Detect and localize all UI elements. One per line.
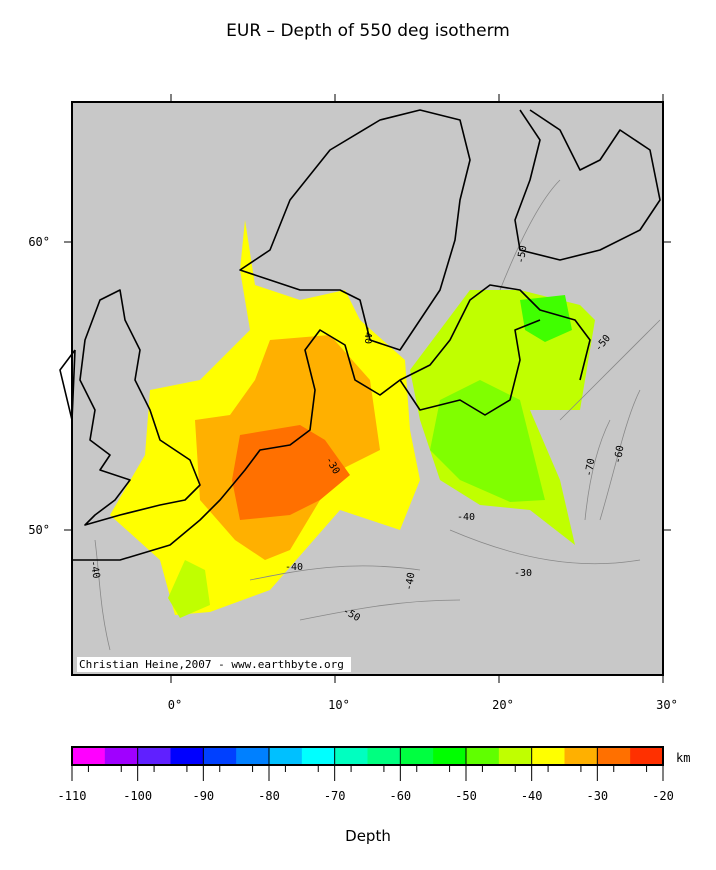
lat-tick-label: 50° — [28, 523, 50, 537]
color-bin — [170, 747, 204, 765]
color-bin — [236, 747, 270, 765]
color-bin — [564, 747, 598, 765]
lon-tick-label: 20° — [492, 698, 514, 712]
region-green — [430, 380, 545, 502]
map: Christian Heine,2007 - www.earthbyte.org — [59, 101, 664, 676]
colorbar-tick-label: -50 — [455, 789, 477, 803]
colorbar-tick-label: -30 — [586, 789, 608, 803]
contour-line — [249, 565, 421, 581]
depth-field — [110, 220, 595, 618]
colorbar-tick-label: -70 — [324, 789, 346, 803]
color-bin — [367, 747, 401, 765]
color-bin — [400, 747, 434, 765]
contour-line — [449, 529, 641, 565]
contour-label: -60 — [613, 445, 627, 465]
coast-uk — [79, 289, 201, 526]
credit-box — [77, 657, 351, 672]
contour-label: -40 — [362, 326, 373, 344]
colorbar-tick-label: -100 — [123, 789, 152, 803]
color-bin — [630, 747, 664, 765]
color-bin — [498, 747, 533, 765]
contour-label: -40 — [87, 560, 101, 580]
contour-line — [559, 319, 661, 421]
credit: Christian Heine,2007 - www.earthbyte.org — [79, 658, 344, 671]
region-dark-orange — [232, 425, 350, 520]
coast-baltic — [399, 319, 541, 416]
coast-finland — [514, 109, 661, 261]
lon-tick-label: 0° — [168, 698, 182, 712]
title: EUR – Depth of 550 deg isotherm — [226, 21, 510, 41]
map-ticks: 0° 10° 20° 30° 60° 50° — [28, 94, 678, 712]
colorbar-tick-label: -60 — [389, 789, 411, 803]
colorbar-tick-label: -80 — [258, 789, 280, 803]
color-bin — [104, 747, 139, 765]
lon-tick-label: 30° — [656, 698, 678, 712]
contour-line — [299, 599, 461, 621]
colorbar-tick-label: -40 — [521, 789, 543, 803]
color-bin — [531, 747, 565, 765]
color-bin — [334, 747, 368, 765]
coastlines — [59, 109, 661, 561]
lon-tick-label: 10° — [328, 698, 350, 712]
color-bin — [203, 747, 237, 765]
coast-continent — [72, 284, 591, 561]
region-bright-green — [520, 295, 572, 342]
contour-label: -40 — [285, 562, 303, 573]
contour-label: -30 — [514, 568, 532, 579]
contour-line — [599, 389, 641, 521]
color-bin — [269, 747, 303, 765]
colorbar-tick-label: -110 — [58, 789, 87, 803]
color-bin — [301, 747, 336, 765]
contours — [94, 179, 661, 651]
color-bin — [137, 747, 171, 765]
contour-label: -40 — [404, 572, 418, 592]
region-yellowgreen-south — [168, 560, 210, 618]
contour-line — [94, 539, 111, 651]
color-bin — [597, 747, 631, 765]
contour-line — [499, 179, 561, 291]
colorbar-label: Depth — [345, 827, 391, 845]
colorbar-tick-label: -90 — [192, 789, 214, 803]
lat-tick-label: 60° — [28, 235, 50, 249]
contour-label: -70 — [584, 458, 598, 478]
coast-scandinavia — [239, 109, 471, 351]
contour-line — [584, 419, 611, 521]
colorbar: -110 -100 -90 -80 -70 -60 -50 -40 -30 -20 km — [58, 746, 690, 803]
color-bin — [466, 747, 500, 765]
contour-label: -40 — [457, 512, 475, 523]
color-bin — [72, 747, 106, 765]
colorbar-tick-label: -20 — [652, 789, 674, 803]
map-frame — [71, 101, 664, 676]
colorbar-unit: km — [676, 751, 690, 765]
contour-label: -50 — [516, 245, 530, 265]
color-bin — [433, 747, 467, 765]
coast-ireland — [59, 349, 76, 421]
